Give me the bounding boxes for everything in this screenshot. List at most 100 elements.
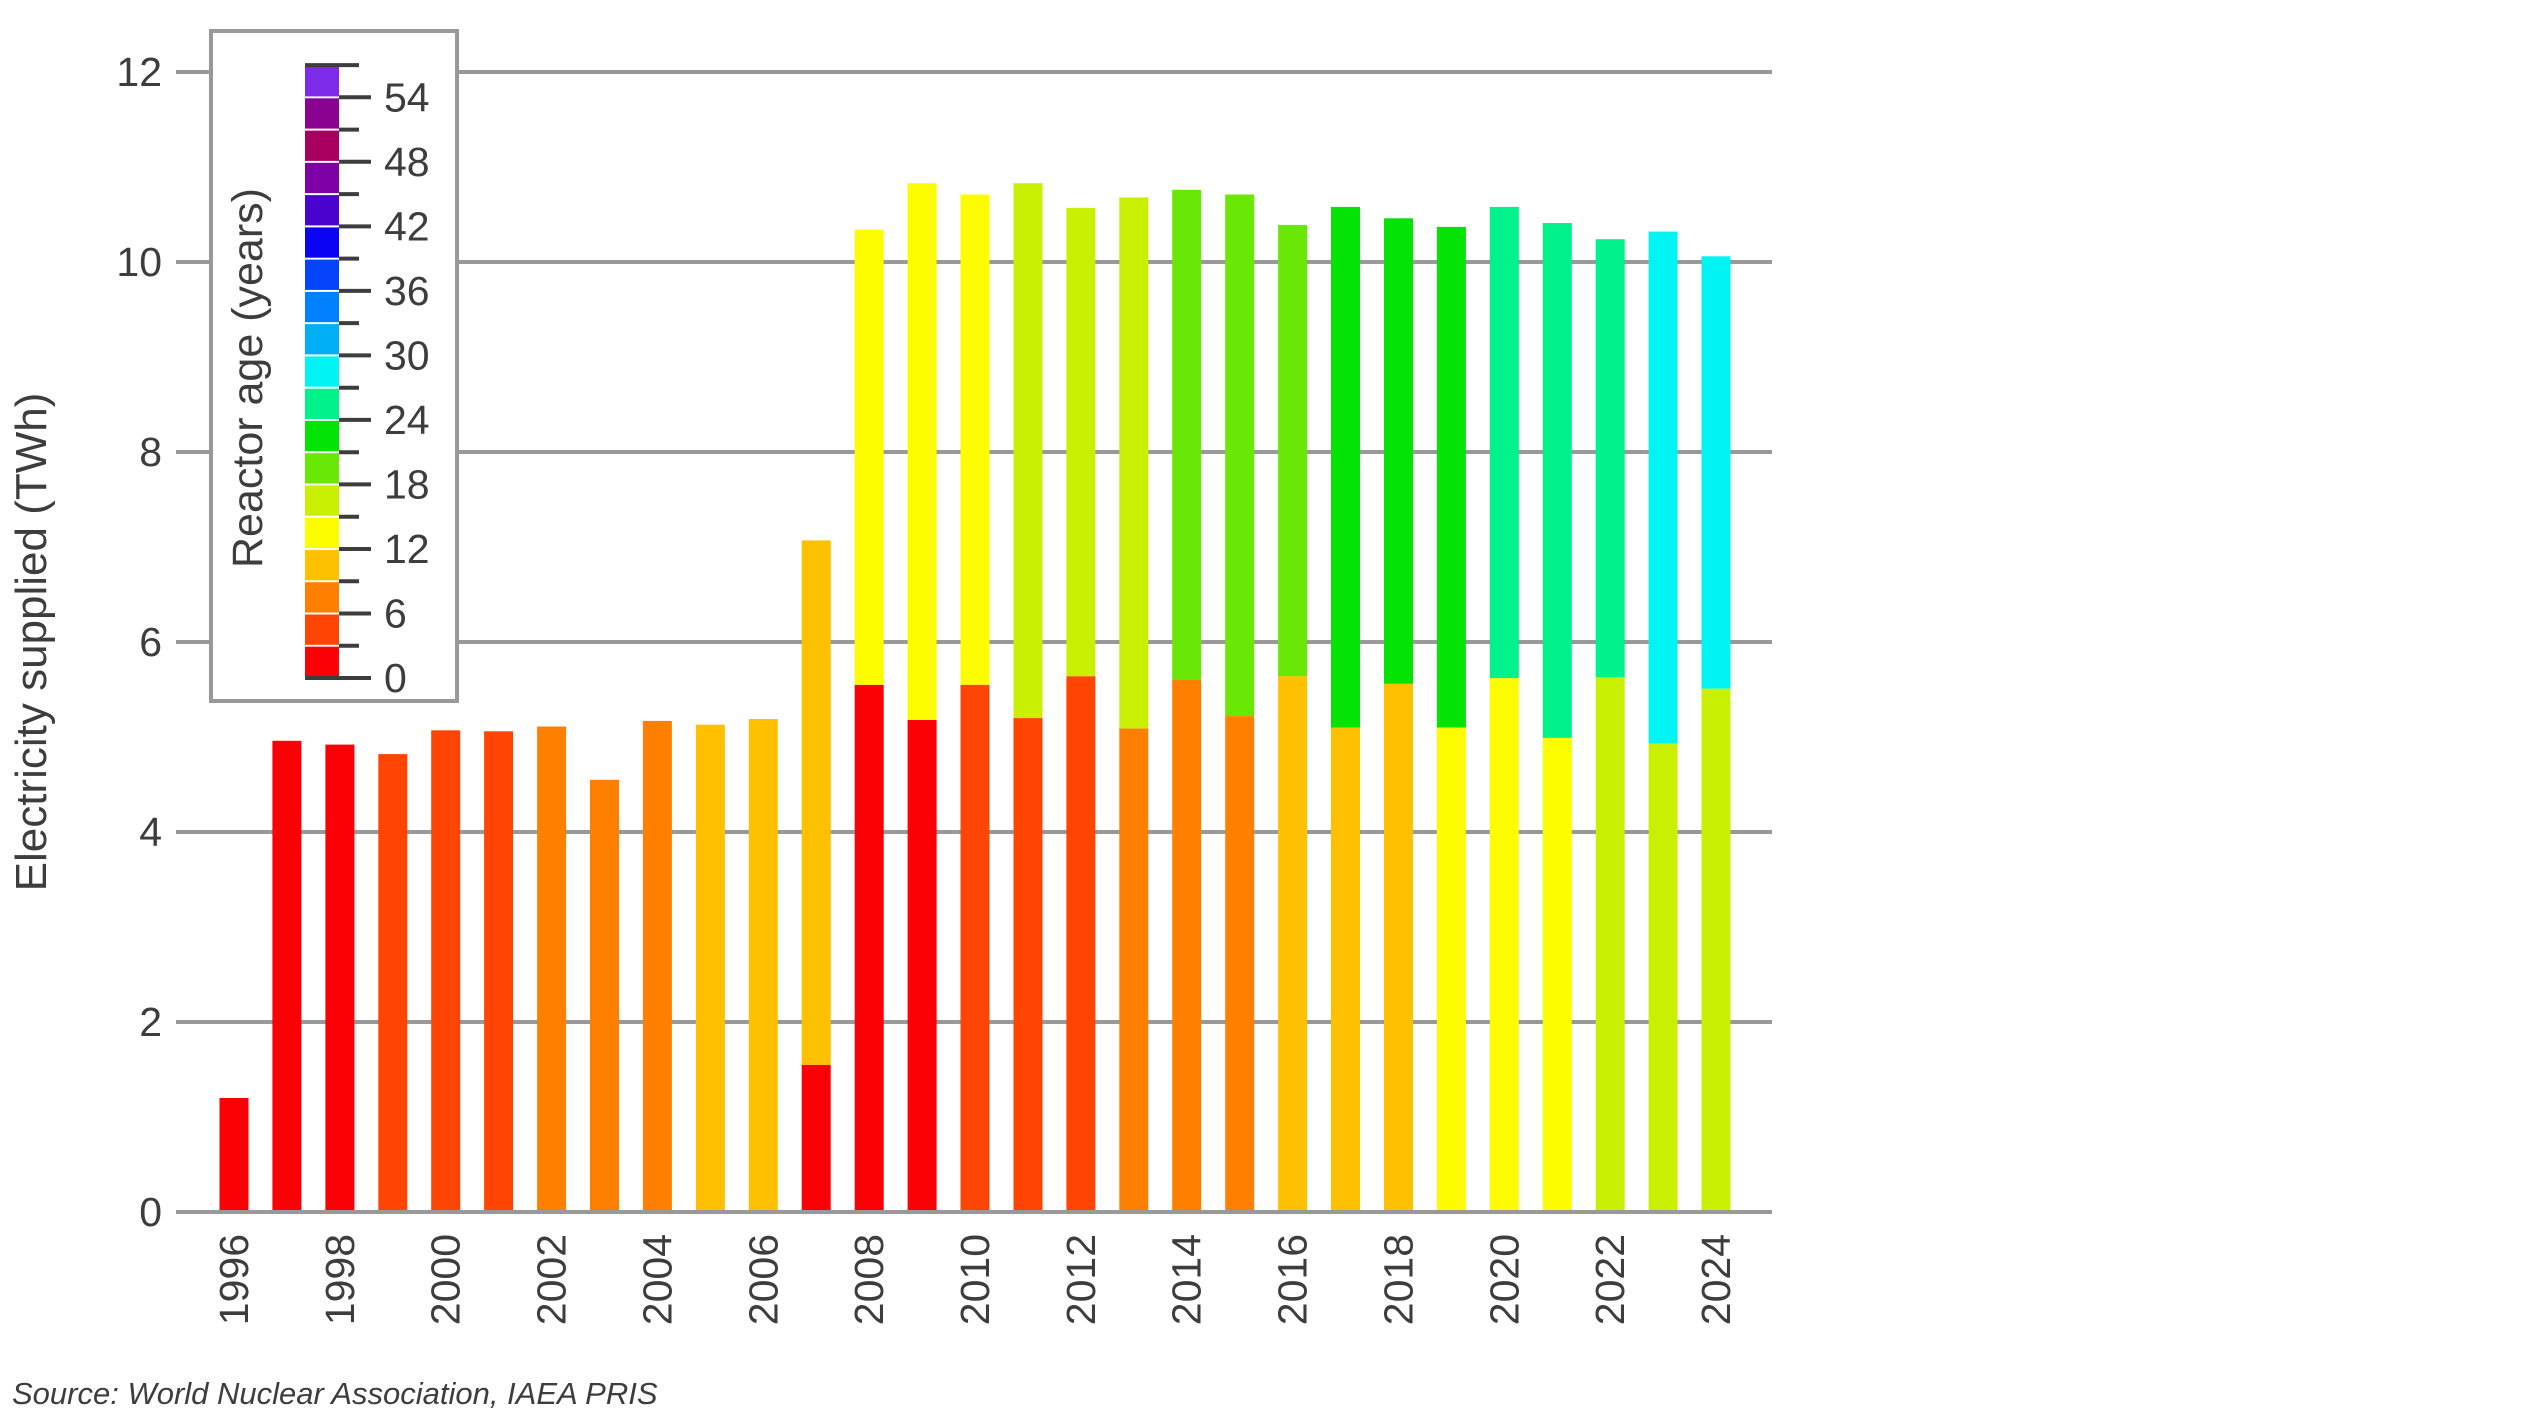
- bar-segment-1996-age-0-3: [219, 1098, 249, 1212]
- bar-segment-2007-age-0-3: [801, 1064, 831, 1213]
- bar-segment-2004-age-6-9: [642, 720, 672, 1212]
- bar-segment-2024-age-15-18: [1701, 688, 1731, 1212]
- bar-segment-2021-age-24-27: [1542, 223, 1572, 738]
- bar-segment-2012-age-3-6: [1066, 676, 1096, 1212]
- legend-label-36: 36: [384, 268, 430, 314]
- bar-segment-2024-age-27-30: [1701, 256, 1731, 689]
- bar-segment-2017-age-9-12: [1331, 727, 1360, 1212]
- bar-segment-2018-age-21-24: [1384, 218, 1413, 684]
- legend-swatch-age-24-27: [305, 388, 339, 419]
- bar-segment-2002-age-6-9: [537, 726, 567, 1212]
- y-tick-label-12: 12: [116, 49, 162, 95]
- legend-label-30: 30: [384, 332, 430, 378]
- legend-swatch-age-36-39: [305, 259, 339, 290]
- y-tick-label-0: 0: [139, 1189, 162, 1235]
- legend-swatch-age-51-54: [305, 98, 339, 129]
- legend-swatch-age-33-36: [305, 291, 339, 323]
- y-tick-label-8: 8: [139, 429, 162, 475]
- x-tick-label-2008: 2008: [846, 1234, 892, 1325]
- legend-swatch-age-9-12: [305, 550, 339, 581]
- x-tick-label-1996: 1996: [211, 1234, 257, 1325]
- bar-series: [219, 183, 1731, 1213]
- legend-swatch-age-15-18: [305, 485, 339, 516]
- bar-segment-2023-age-27-30: [1648, 231, 1678, 744]
- y-axis-tick-labels: 0 2 4 6 8 10 12: [116, 49, 162, 1235]
- y-tick-label-10: 10: [116, 239, 162, 285]
- legend-colorbar: [305, 66, 339, 677]
- x-tick-label-2024: 2024: [1693, 1234, 1739, 1325]
- bar-segment-2001-age-3-6: [484, 731, 514, 1212]
- bar-segment-2010-age-12-15: [960, 194, 990, 685]
- bar-segment-2009-age-12-15: [907, 183, 937, 720]
- x-tick-label-2012: 2012: [1058, 1234, 1104, 1325]
- bar-segment-2019-age-12-15: [1436, 727, 1466, 1212]
- legend-label-6: 6: [384, 591, 407, 637]
- legend-swatch-age-54-57: [305, 66, 339, 97]
- bar-segment-1997-age-0-3: [272, 740, 302, 1212]
- x-tick-label-2022: 2022: [1587, 1234, 1633, 1325]
- x-tick-label-2018: 2018: [1376, 1234, 1422, 1325]
- legend-ticks: [305, 63, 371, 680]
- legend-label-24: 24: [384, 397, 430, 443]
- bar-segment-2022-age-24-27: [1595, 239, 1625, 678]
- legend-swatch-age-27-30: [305, 356, 339, 387]
- bar-segment-2014-age-18-21: [1172, 189, 1202, 681]
- x-tick-label-2006: 2006: [740, 1234, 786, 1325]
- legend-label-18: 18: [384, 461, 430, 507]
- legend-label-54: 54: [384, 74, 430, 120]
- bar-segment-2011-age-15-18: [1013, 183, 1043, 719]
- bar-segment-2016-age-9-12: [1278, 676, 1308, 1212]
- bar-segment-2016-age-18-21: [1278, 224, 1308, 677]
- legend-tick-labels: 0 6 12 18 24 30 36 42 48 54: [384, 74, 430, 701]
- y-axis-title: Electricity supplied (TWh): [7, 393, 56, 892]
- bar-segment-2000-age-3-6: [431, 730, 461, 1212]
- legend-swatch-age-18-21: [305, 453, 339, 484]
- bar-segment-2020-age-12-15: [1489, 678, 1519, 1212]
- legend-reactor-age: Reactor age (years) 0 6 12 18 24 30 36 42 48 54: [209, 29, 459, 703]
- bar-segment-2011-age-3-6: [1013, 718, 1043, 1212]
- bar-segment-2008-age-0-3: [854, 684, 884, 1213]
- bar-segment-2013-age-15-18: [1119, 197, 1149, 729]
- bar-segment-2013-age-6-9: [1119, 728, 1149, 1213]
- bar-segment-2020-age-24-27: [1489, 206, 1519, 679]
- legend-swatch-age-48-51: [305, 130, 339, 161]
- bar-segment-2009-age-0-3: [907, 719, 937, 1212]
- x-tick-label-2014: 2014: [1164, 1234, 1210, 1325]
- bar-segment-2010-age-3-6: [960, 684, 990, 1213]
- legend-swatch-age-0-3: [305, 646, 339, 677]
- bar-segment-2023-age-15-18: [1648, 743, 1678, 1212]
- x-axis-tick-labels: 1996 1998 2000 2002 2004 2006 2008 2010 2012 2014…: [211, 1234, 1739, 1325]
- bar-segment-2015-age-6-9: [1225, 716, 1255, 1212]
- legend-swatch-age-3-6: [305, 614, 339, 645]
- legend-swatch-age-6-9: [305, 582, 339, 613]
- y-tick-label-4: 4: [139, 809, 162, 855]
- x-tick-label-2016: 2016: [1270, 1234, 1316, 1325]
- legend-title: Reactor age (years): [224, 188, 272, 568]
- bar-segment-2012-age-15-18: [1066, 207, 1096, 677]
- legend-label-48: 48: [384, 139, 430, 185]
- legend-swatch-age-39-42: [305, 227, 339, 258]
- legend-label-0: 0: [384, 655, 407, 701]
- bar-segment-2019-age-21-24: [1436, 226, 1466, 728]
- x-tick-label-2010: 2010: [952, 1234, 998, 1325]
- bar-segment-2008-age-12-15: [854, 229, 884, 685]
- source-note: Source: World Nuclear Association, IAEA …: [12, 1376, 658, 1411]
- x-tick-label-1998: 1998: [317, 1234, 363, 1325]
- bar-segment-2007-age-9-12: [801, 540, 831, 1065]
- bar-segment-2015-age-18-21: [1225, 194, 1255, 717]
- legend-swatch-age-21-24: [305, 420, 339, 452]
- bar-segment-2005-age-9-12: [695, 724, 725, 1212]
- bar-segment-2021-age-12-15: [1542, 738, 1572, 1213]
- legend-label-42: 42: [384, 203, 430, 249]
- x-tick-label-2000: 2000: [423, 1234, 469, 1325]
- bar-segment-2017-age-21-24: [1331, 206, 1360, 728]
- legend-swatch-age-30-33: [305, 324, 339, 355]
- x-tick-label-2002: 2002: [529, 1234, 575, 1325]
- x-tick-label-2004: 2004: [634, 1234, 680, 1325]
- bar-segment-2003-age-6-9: [590, 779, 619, 1213]
- y-tick-label-6: 6: [139, 619, 162, 665]
- x-tick-label-2020: 2020: [1481, 1234, 1527, 1325]
- bar-segment-2006-age-9-12: [748, 719, 778, 1213]
